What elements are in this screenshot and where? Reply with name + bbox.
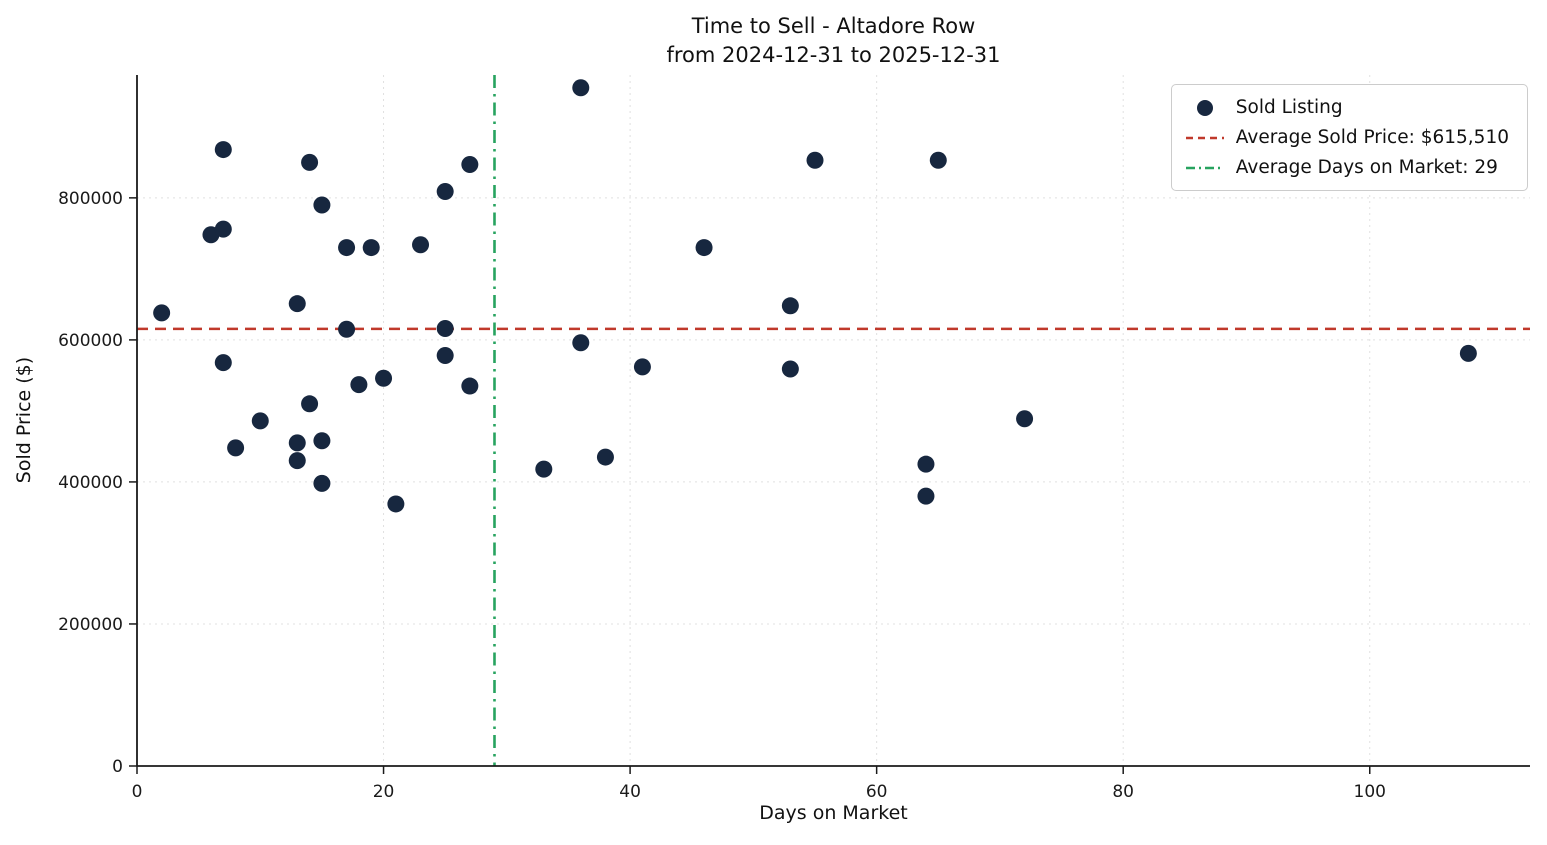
chart-title: Time to Sell - Altadore Row from 2024-12… xyxy=(137,12,1530,70)
scatter-point xyxy=(929,151,947,169)
x-tick-label: 40 xyxy=(619,782,641,802)
avg-days-line-icon xyxy=(1185,166,1224,169)
scatter-point xyxy=(535,460,553,478)
scatter-point xyxy=(436,320,454,338)
legend-label-avg-days: Average Days on Market: 29 xyxy=(1235,157,1498,178)
scatter-point xyxy=(214,354,232,372)
scatter-point xyxy=(313,432,331,450)
scatter-point xyxy=(1459,344,1477,362)
scatter-point xyxy=(338,239,356,257)
scatter-point xyxy=(412,236,430,254)
scatter-point xyxy=(362,239,380,257)
scatter-point xyxy=(301,153,319,171)
scatter-point xyxy=(781,297,799,315)
scatter-point xyxy=(214,220,232,238)
scatter-point xyxy=(461,377,479,395)
x-tick-label: 100 xyxy=(1354,782,1386,802)
avg-price-line-icon xyxy=(1185,136,1224,139)
x-tick-label: 20 xyxy=(373,782,395,802)
legend-item-sold-listing: Sold Listing xyxy=(1186,97,1509,118)
legend-item-avg-days: Average Days on Market: 29 xyxy=(1185,157,1509,178)
scatter-point xyxy=(214,141,232,159)
scatter-point xyxy=(313,474,331,492)
scatter-point xyxy=(806,151,824,169)
y-axis-label: Sold Price ($) xyxy=(13,356,35,484)
scatter-point xyxy=(288,452,306,470)
x-tick-label: 80 xyxy=(1112,782,1134,802)
scatter-point xyxy=(288,295,306,313)
sold-listing-marker-icon xyxy=(1196,99,1213,116)
legend-label-sold-listing: Sold Listing xyxy=(1235,97,1343,118)
scatter-point xyxy=(572,334,590,352)
y-tick-label: 200000 xyxy=(58,615,123,635)
y-tick-label: 0 xyxy=(112,757,123,777)
scatter-point xyxy=(781,360,799,378)
x-tick-label: 0 xyxy=(132,782,143,802)
y-tick-label: 800000 xyxy=(58,189,123,209)
scatter-point xyxy=(153,304,171,322)
legend-label-avg-price: Average Sold Price: $615,510 xyxy=(1235,127,1509,148)
scatter-point xyxy=(301,395,319,413)
scatter-point xyxy=(1016,410,1034,428)
scatter-point xyxy=(227,439,245,457)
scatter-point xyxy=(338,320,356,338)
scatter-point xyxy=(596,448,614,466)
chart-title-line1: Time to Sell - Altadore Row xyxy=(691,14,976,38)
scatter-point xyxy=(288,434,306,452)
scatter-point xyxy=(387,495,405,513)
chart-title-line2: from 2024-12-31 to 2025-12-31 xyxy=(666,43,1001,67)
scatter-point xyxy=(633,358,651,376)
scatter-point xyxy=(375,369,393,387)
scatter-point xyxy=(251,412,269,430)
y-tick-label: 400000 xyxy=(58,473,123,493)
scatter-point xyxy=(917,455,935,473)
scatter-point xyxy=(350,376,368,394)
scatter-point xyxy=(313,196,331,214)
scatter-point xyxy=(436,347,454,365)
scatter-point xyxy=(461,155,479,173)
legend: Sold Listing Average Sold Price: $615,51… xyxy=(1170,84,1528,191)
x-axis-label: Days on Market xyxy=(759,802,908,824)
legend-item-avg-price: Average Sold Price: $615,510 xyxy=(1185,127,1509,148)
x-tick-label: 60 xyxy=(866,782,888,802)
scatter-point xyxy=(572,79,590,97)
scatter-point xyxy=(917,487,935,505)
y-tick-label: 600000 xyxy=(58,331,123,351)
scatter-point xyxy=(436,182,454,200)
scatter-point xyxy=(695,239,713,257)
